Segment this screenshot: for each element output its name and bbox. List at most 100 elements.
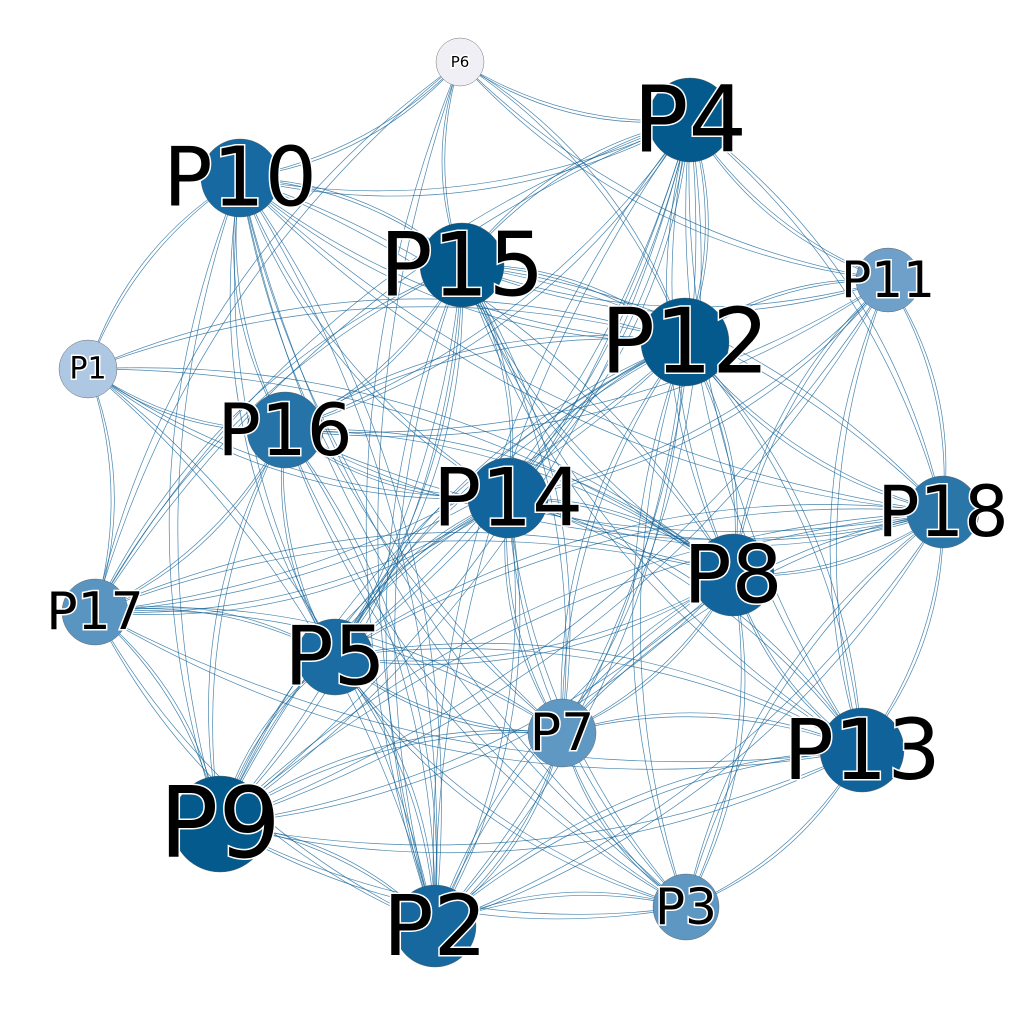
edge-p12-p17 — [94, 341, 686, 613]
edge-p18-p5 — [334, 508, 944, 658]
node-label-p16: P16 — [217, 388, 352, 472]
edge-p8-p3 — [685, 574, 746, 908]
edge-p16-p9 — [208, 429, 286, 825]
node-p9[interactable] — [171, 775, 269, 873]
node-p1[interactable] — [58, 339, 118, 399]
node-label-p7: P7 — [530, 703, 594, 763]
edge-p6-p17 — [94, 61, 461, 613]
node-p10[interactable] — [200, 138, 280, 218]
edge-p10-p3 — [239, 177, 687, 908]
node-p5[interactable] — [296, 618, 374, 696]
edge-p15-p13 — [461, 264, 863, 751]
edge-p18-p2 — [434, 511, 944, 927]
edge-p10-p14 — [239, 177, 509, 499]
edge-p5-p13 — [334, 642, 863, 751]
edge-p17-p13 — [94, 611, 863, 770]
edge-p10-p18 — [239, 177, 944, 513]
node-label-p1: P1 — [69, 352, 106, 387]
edge-p12-p9 — [219, 341, 686, 825]
edge-p11-p13 — [829, 279, 889, 751]
node-p13[interactable] — [819, 707, 905, 793]
edge-p12-p2 — [434, 341, 686, 927]
edge-p15-p9 — [219, 264, 463, 825]
edge-p11-p16 — [284, 279, 889, 437]
edge-p1-p17 — [87, 368, 115, 613]
node-label-p5: P5 — [284, 610, 386, 705]
node-label-p15: P15 — [379, 214, 544, 317]
edge-p10-p9 — [177, 177, 241, 825]
edge-p17-p13 — [94, 611, 863, 763]
edge-p10-p18 — [239, 177, 944, 513]
edge-p11-p14 — [507, 279, 889, 499]
edge-p8-p17 — [94, 540, 734, 613]
node-p2[interactable] — [393, 884, 477, 968]
node-p8[interactable] — [691, 533, 775, 617]
edge-p11-p14 — [507, 279, 889, 499]
edge-p4-p10 — [239, 119, 691, 197]
edge-p10-p9 — [168, 177, 241, 825]
edge-p8-p5 — [334, 574, 734, 662]
node-p18[interactable] — [906, 475, 980, 549]
edge-p16-p2 — [284, 429, 436, 927]
edge-p14-p17 — [94, 497, 509, 615]
edge-p5-p13 — [334, 648, 863, 751]
node-label-p2: P2 — [383, 877, 487, 975]
node-p17[interactable] — [61, 578, 129, 646]
edge-p13-p2 — [434, 749, 863, 927]
edge-p4-p18 — [689, 119, 944, 513]
edge-p15-p7 — [461, 264, 571, 734]
edge-p8-p3 — [685, 574, 742, 908]
edge-p12-p13 — [684, 341, 863, 751]
node-p4[interactable] — [647, 77, 733, 163]
edge-p12-p3 — [632, 341, 687, 908]
edge-p6-p11 — [459, 61, 889, 281]
edge-p12-p1 — [87, 298, 686, 370]
node-p7[interactable] — [527, 698, 597, 768]
node-p16[interactable] — [246, 391, 324, 469]
edge-p18-p2 — [434, 511, 944, 927]
node-p3[interactable] — [652, 873, 720, 941]
edge-p8-p9 — [219, 574, 734, 825]
edge-p4-p5 — [334, 119, 691, 658]
edge-p13-p9 — [219, 749, 863, 854]
labels-layer: P1 P2 P3 P4 P5 P6 P7 P8 P9 P10 P11 P12 P13 P14 P15 P16 P… — [45, 52, 1010, 977]
edge-p15-p9 — [219, 264, 463, 825]
edge-p16-p18 — [284, 429, 944, 532]
edge-p18-p3 — [685, 511, 944, 908]
edge-p14-p2 — [434, 497, 521, 927]
edge-p15-p13 — [461, 264, 863, 751]
edge-p6-p11 — [459, 61, 889, 281]
edge-p16-p3 — [284, 429, 687, 908]
node-label-p14: P14 — [433, 452, 583, 545]
node-p14[interactable] — [467, 457, 549, 539]
edge-p1-p8 — [87, 367, 734, 576]
edge-p12-p13 — [684, 341, 863, 751]
edge-p4-p13 — [685, 119, 863, 751]
edge-p11-p9 — [219, 279, 889, 825]
node-p6[interactable] — [435, 37, 485, 87]
node-p12[interactable] — [640, 297, 730, 387]
nodes-layer — [58, 37, 980, 968]
edge-p12-p5 — [334, 341, 686, 658]
edge-p1-p17 — [87, 368, 112, 613]
edge-p12-p7 — [561, 341, 686, 734]
edge-p11-p16 — [284, 279, 889, 433]
edge-p4-p7 — [561, 119, 702, 734]
edge-p11-p8 — [732, 279, 889, 576]
node-label-p12: P12 — [601, 290, 770, 395]
edge-p13-p9 — [219, 749, 863, 846]
node-p11[interactable] — [855, 247, 921, 313]
edge-p13-p2 — [434, 749, 863, 927]
edge-p18-p9 — [219, 511, 944, 825]
edge-p1-p8 — [87, 368, 734, 576]
edge-p12-p3 — [640, 341, 687, 908]
node-label-p4: P4 — [633, 67, 747, 174]
edge-p8-p17 — [94, 532, 734, 613]
node-label-p17: P17 — [46, 582, 144, 642]
node-label-p6: P6 — [451, 53, 470, 71]
edge-p12-p7 — [560, 341, 686, 734]
edge-p7-p9 — [219, 729, 563, 825]
edge-p4-p13 — [688, 119, 863, 751]
node-p15[interactable] — [419, 222, 505, 308]
node-label-p18: P18 — [877, 471, 1008, 553]
